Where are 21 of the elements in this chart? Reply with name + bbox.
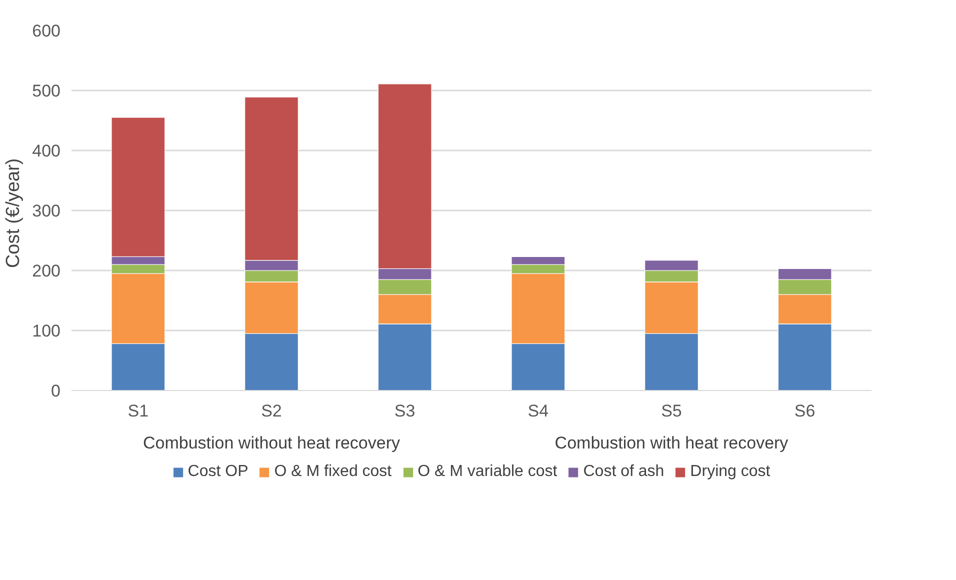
y-axis-title: Cost (€/year) (3, 158, 24, 268)
y-tick-label: 300 (32, 202, 61, 220)
y-tick-label: 500 (32, 82, 61, 100)
x-tick-label: S2 (261, 402, 282, 420)
text: Combustion with heat recovery (554, 434, 789, 452)
y-tick-label: 0 (51, 382, 61, 400)
legend-label: Cost of ash (583, 463, 664, 481)
x-tick-label: S1 (128, 402, 149, 420)
x-tick-label: S6 (794, 402, 816, 420)
text: Combustion without heat recovery (142, 434, 401, 452)
x-tick-label: S3 (394, 402, 416, 420)
x-tick-label: S5 (661, 402, 682, 420)
y-tick-label: 100 (32, 322, 61, 340)
y-tick-label: 200 (32, 262, 61, 280)
legend-label: Drying cost (690, 463, 770, 481)
y-tick-label: 600 (32, 22, 61, 40)
y-tick-label: 400 (32, 142, 61, 160)
legend-label: Cost OP (188, 463, 248, 481)
legend-label: O & M fixed cost (274, 463, 392, 481)
x-tick-label: S4 (528, 402, 549, 420)
legend-label: O & M variable cost (418, 463, 558, 481)
